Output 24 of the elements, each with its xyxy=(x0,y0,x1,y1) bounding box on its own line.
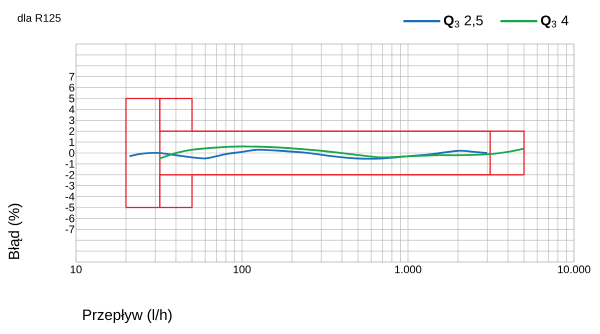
y-tick-label: -4 xyxy=(66,192,74,200)
y-tick-label: -7 xyxy=(66,226,74,234)
y-tick-label: 0 xyxy=(69,149,74,157)
y-tick-label: -6 xyxy=(66,214,74,222)
y-tick-label: 1 xyxy=(70,138,74,146)
legend-label: Q$_{3}$ 4 xyxy=(540,15,568,28)
y-tick-label: 6 xyxy=(69,84,74,92)
y-tick-label: 2 xyxy=(69,127,74,136)
x-tick-label: 10 xyxy=(70,266,82,274)
y-tick-label: 7 xyxy=(69,72,74,80)
y-tick-label: 4 xyxy=(68,106,74,114)
y-tick-label: -1 xyxy=(66,160,74,168)
y-tick-label: -3 xyxy=(66,182,74,190)
y-axis-title: Błąd (%) xyxy=(8,204,22,259)
x-tick-label: 10.000 xyxy=(558,266,590,274)
legend-label: Q$_{3}$ 2,5 xyxy=(444,15,483,28)
x-tick-label: 1.000 xyxy=(395,266,422,274)
y-tick-label: 3 xyxy=(69,116,74,124)
x-axis-title: Przepływ (l/h) xyxy=(83,309,172,324)
y-tick-label: -2 xyxy=(66,170,74,179)
x-tick-label: 100 xyxy=(234,266,251,274)
y-tick-label: -5 xyxy=(66,204,74,212)
text: dla R125 xyxy=(18,14,61,22)
y-tick-label: 5 xyxy=(69,94,74,102)
